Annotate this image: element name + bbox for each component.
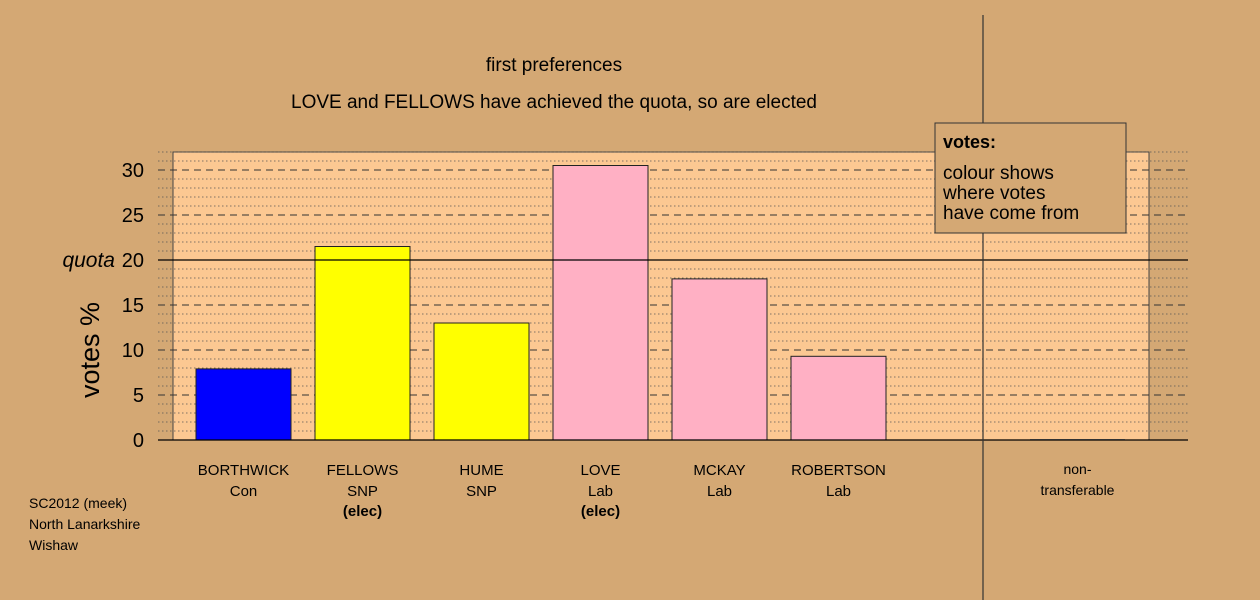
x-tick-label-name: BORTHWICK <box>198 462 289 479</box>
legend-box <box>934 122 1127 234</box>
y-tick-label: 25 <box>122 205 144 227</box>
bar-mckay <box>671 278 768 441</box>
x-tick-label-party: SNP <box>466 483 497 500</box>
y-axis-label: votes % <box>75 302 105 398</box>
bar-robertson <box>790 355 887 441</box>
x-tick-label-name: MCKAY <box>693 462 745 479</box>
legend-title: votes: <box>943 132 996 152</box>
x-tick-label-name: ROBERTSON <box>791 462 886 479</box>
legend-line-3: have come from <box>943 203 1079 224</box>
x-tick-label-name: HUME <box>459 462 503 479</box>
chart-title: first preferences <box>486 55 622 76</box>
legend: votes: colour shows where votes have com… <box>934 122 1127 234</box>
x-tick-label-party: Con <box>230 483 258 500</box>
x-tick-label-name: FELLOWS <box>327 462 399 479</box>
y-tick-label: 0 <box>133 430 144 452</box>
bar-fellows <box>314 246 411 441</box>
x-tick-label-party: SNP <box>347 483 378 500</box>
y-tick-label: 15 <box>122 295 144 317</box>
x-tick-label-nontransferable-2: transferable <box>1041 482 1115 498</box>
bar-hume <box>433 322 530 441</box>
footer-line-1: SC2012 (meek) <box>29 495 127 511</box>
bar-love <box>552 165 649 441</box>
y-tick-label: 5 <box>133 385 144 407</box>
y-tick-label: 20 <box>122 250 144 272</box>
x-tick-label-party: Lab <box>707 483 732 500</box>
chart-subtitle: LOVE and FELLOWS have achieved the quota… <box>291 92 817 113</box>
x-tick-label-name: LOVE <box>580 462 620 479</box>
legend-line-2: where votes <box>942 183 1045 204</box>
footer-line-2: North Lanarkshire <box>29 516 140 532</box>
quota-label: quota <box>62 249 115 272</box>
y-tick-label: 10 <box>122 340 144 362</box>
y-tick-label: 30 <box>122 160 144 182</box>
x-tick-label-party: Lab <box>826 483 851 500</box>
bar-borthwick <box>195 368 292 441</box>
x-tick-label-elected: (elec) <box>343 503 382 520</box>
x-tick-label-party: Lab <box>588 483 613 500</box>
x-tick-label-elected: (elec) <box>581 503 620 520</box>
footer-line-3: Wishaw <box>29 537 79 553</box>
x-tick-label-nontransferable-1: non- <box>1063 461 1091 477</box>
legend-line-1: colour shows <box>943 163 1054 184</box>
